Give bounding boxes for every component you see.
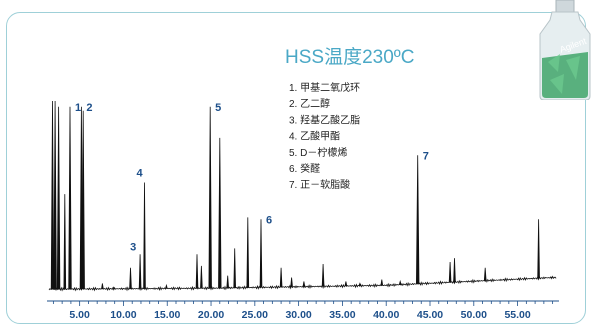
peak-27 [358,282,362,286]
x-axis: 5.00 10.00 15.00 20.00 25.00 30.00 35.00 40.00 4… [47,300,559,321]
legend-item-5: 5. D－柠檬烯 [289,146,347,159]
peak-24 [302,281,306,287]
x-tick-label: 30.00 [285,309,311,321]
legend-item-4: 4. 乙酸甲酯 [289,130,340,143]
legend-item-6: 6. 癸醛 [289,162,320,175]
peak-26 [344,281,348,287]
peak-18 [226,275,229,288]
peak-13 [165,283,168,289]
peak-labels: 1 2 3 4 5 6 7 [75,102,429,253]
peak-2 [53,100,57,290]
peak-4 [63,194,67,290]
peak-label-5: 5 [215,102,221,114]
peak-34 [537,219,540,279]
peak-label-2: 2 [86,102,92,114]
peak-8 [101,283,104,289]
peak-19 [233,248,236,288]
peak-33 [483,267,487,281]
x-tick-label: 15.00 [154,309,180,321]
chart-title: HSS温度230ºC [285,46,414,68]
peak-28 [380,279,384,286]
peak-label-6: 6 [266,214,272,226]
peak-31 [448,261,452,283]
peak-17 [218,137,222,289]
peak-5 [68,106,72,290]
chromatogram-chart: 5.00 10.00 15.00 20.00 25.00 30.00 35.00 40.00 4… [47,46,559,321]
peak-14 [195,254,199,289]
chart-panel: 5.00 10.00 15.00 20.00 25.00 30.00 35.00 40.00 4… [6,12,586,324]
peak-label-1: 1 [75,102,81,114]
peak-9 [112,286,116,289]
peak-23 [290,277,293,287]
peak-22 [279,267,283,288]
legend-item-1: 1. 甲基二氧戊环 [289,81,360,94]
legend: 1. 甲基二氧戊环 2. 乙二醇 3. 羟基乙酸乙脂 4. 乙酸甲酯 5. D－柠檬烯 6… [289,81,360,191]
x-tick-label: 35.00 [329,309,355,321]
legend-item-2: 2. 乙二醇 [289,97,330,110]
x-tick-label: 20.00 [198,309,224,321]
peak-3 [56,106,61,290]
x-tick-label: 55.00 [504,309,530,321]
x-tick-label: 5.00 [69,309,90,321]
x-tick-label: 25.00 [242,309,268,321]
peak-32 [453,258,456,283]
baseline-trace [48,275,557,292]
peak-16 [208,106,212,289]
peak-15 [200,265,203,289]
trace-layer [48,100,557,292]
legend-item-7: 7. 正－软脂酸 [289,178,350,191]
peak-12 [143,182,146,289]
peak-21 [259,219,263,288]
peak-10 [129,267,132,289]
peak-1 [50,100,55,290]
x-tick-label: 50.00 [461,309,487,321]
peak-29 [398,279,402,285]
peak-label-7: 7 [423,150,429,162]
legend-item-3: 3. 羟基乙酸乙脂 [289,113,360,126]
peak-label-4: 4 [136,167,143,179]
peak-label-3: 3 [130,241,136,253]
peak-11 [138,254,142,289]
x-tick-label: 10.00 [110,309,136,321]
peak-30 [416,155,420,284]
glass-vial-icon: Agilent [539,0,591,100]
x-tick-label: 40.00 [373,309,399,321]
x-tick-label: 45.00 [417,309,443,321]
peak-20 [246,217,250,288]
peak-25 [321,263,325,287]
peak-7 [81,110,85,290]
